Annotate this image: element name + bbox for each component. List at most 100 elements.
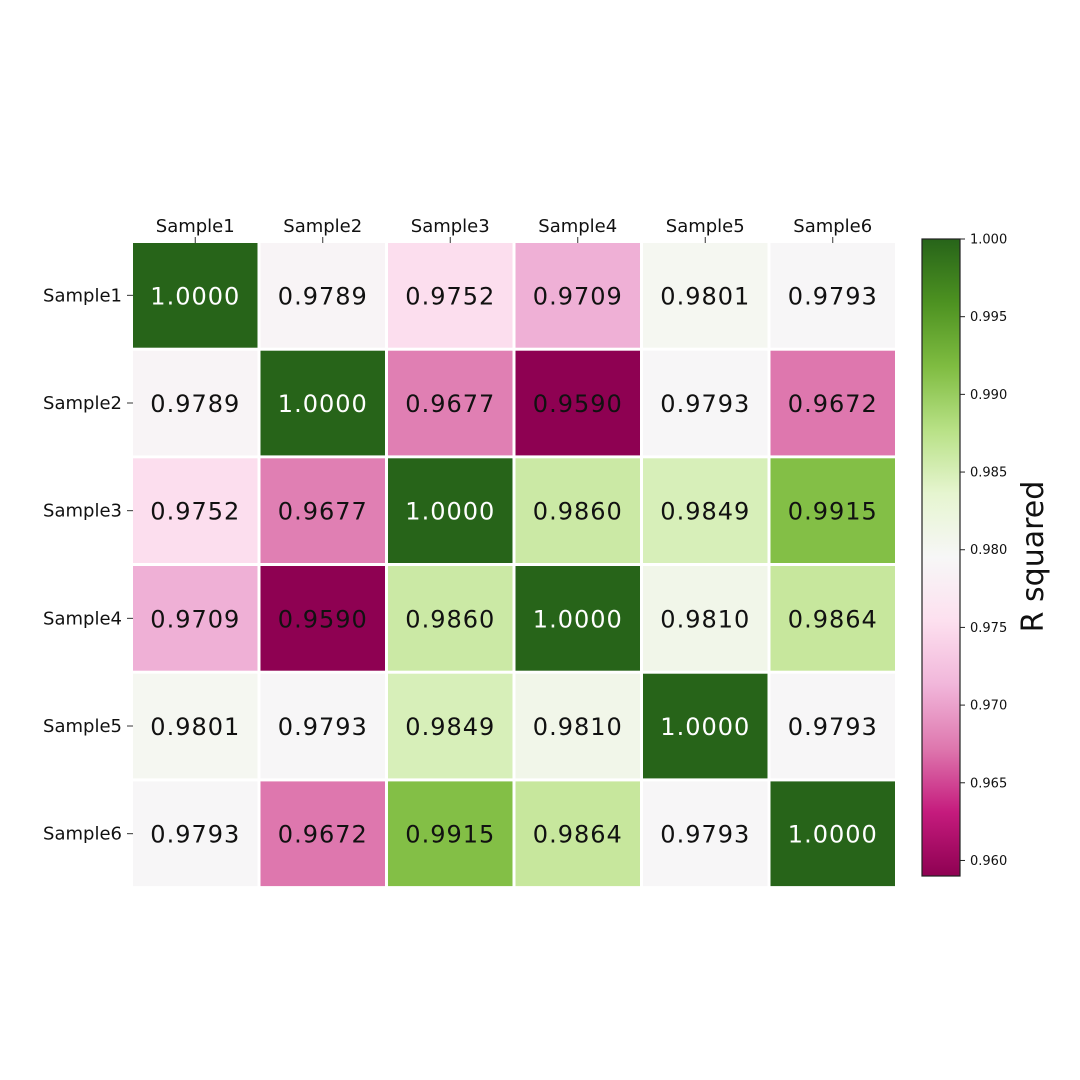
y-tick-label-4: Sample4 xyxy=(43,608,122,629)
colorbar-tick-label-1: 0.960 xyxy=(970,854,1007,869)
colorbar-label: R squared xyxy=(1016,481,1051,633)
cell-value-r4-c5: 0.9810 xyxy=(660,605,750,633)
cell-value-r6-c4: 0.9864 xyxy=(533,821,623,849)
cell-value-r5-c3: 0.9849 xyxy=(405,713,495,741)
cell-value-r3-c6: 0.9915 xyxy=(788,498,878,526)
heatmap-cell-r2-c2 xyxy=(260,350,385,456)
heatmap-cell-r4-c5 xyxy=(643,566,768,671)
heatmap-cell-r2-c3 xyxy=(388,350,513,456)
cell-value-r4-c1: 0.9709 xyxy=(150,605,240,633)
heatmap-cell-r3-c6 xyxy=(770,458,895,563)
colorbar-ticks: 0.960 0.965 0.970 0.975 0.980 0.985 0.990 0.995… xyxy=(960,233,1007,869)
cell-value-r3-c5: 0.9849 xyxy=(660,498,750,526)
x-tick-label-2: Sample2 xyxy=(283,216,362,237)
heatmap-cell-r6-c4 xyxy=(515,781,640,887)
heatmap-cell-r4-c6 xyxy=(770,566,895,671)
heatmap-cell-r3-c4 xyxy=(515,458,640,563)
colorbar: 0.960 0.965 0.970 0.975 0.980 0.985 0.990 0.995… xyxy=(921,233,1051,877)
cell-value-r3-c1: 0.9752 xyxy=(150,498,240,526)
cell-value-r4-c2: 0.9590 xyxy=(278,605,368,633)
cell-value-r6-c6: 1.0000 xyxy=(788,821,878,849)
heatmap-cell-r2-c4 xyxy=(515,350,640,456)
y-axis: Sample1 Sample2 Sample3 Sample4 Sample5 Sampl… xyxy=(43,285,133,845)
colorbar-tick-label-4: 0.975 xyxy=(970,621,1007,636)
y-tick-label-5: Sample5 xyxy=(43,716,122,737)
cell-value-r1-c4: 0.9709 xyxy=(533,282,623,310)
colorbar-tick-label-6: 0.985 xyxy=(970,466,1007,481)
colorbar-tick-label-3: 0.970 xyxy=(970,699,1007,714)
cell-value-r1-c2: 0.9789 xyxy=(278,282,368,310)
cell-value-r2-c5: 0.9793 xyxy=(660,390,750,418)
cell-value-r2-c1: 0.9789 xyxy=(150,390,240,418)
heatmap-cell-r6-c6 xyxy=(770,781,895,887)
cell-value-r2-c4: 0.9590 xyxy=(533,390,623,418)
heatmap-cell-r5-c1 xyxy=(133,673,258,779)
heatmap-cell-r4-c3 xyxy=(388,566,513,671)
heatmap-cell-r6-c3 xyxy=(388,781,513,887)
heatmap-cell-r3-c5 xyxy=(643,458,768,563)
heatmap-cell-r5-c6 xyxy=(770,673,895,779)
cell-value-r4-c4: 1.0000 xyxy=(533,605,623,633)
cell-value-r4-c3: 0.9860 xyxy=(405,605,495,633)
cell-value-r2-c6: 0.9672 xyxy=(788,390,878,418)
cell-value-r6-c3: 0.9915 xyxy=(405,821,495,849)
heatmap-cell-r3-c2 xyxy=(260,458,385,563)
heatmap-cell-r6-c2 xyxy=(260,781,385,887)
heatmap-cell-r1-c3 xyxy=(388,243,513,348)
y-tick-label-3: Sample3 xyxy=(43,501,122,522)
heatmap-cell-r1-c2 xyxy=(260,243,385,348)
cell-value-r2-c3: 0.9677 xyxy=(405,390,495,418)
colorbar-tick-label-8: 0.995 xyxy=(970,310,1007,325)
heatmap-cell-r1-c4 xyxy=(515,243,640,348)
y-tick-label-1: Sample1 xyxy=(43,285,122,306)
x-tick-label-1: Sample1 xyxy=(156,216,235,237)
cell-value-r5-c6: 0.9793 xyxy=(788,713,878,741)
heatmap-cell-r6-c1 xyxy=(133,781,258,887)
colorbar-tick-label-5: 0.980 xyxy=(970,543,1007,558)
heatmap-cell-r1-c1 xyxy=(133,243,258,348)
cell-value-r1-c6: 0.9793 xyxy=(788,282,878,310)
heatmap-cell-r6-c5 xyxy=(643,781,768,887)
heatmap-cell-r1-c5 xyxy=(643,243,768,348)
heatmap-cell-r4-c4 xyxy=(515,566,640,671)
cell-value-r1-c1: 1.0000 xyxy=(150,282,240,310)
heatmap-cell-r5-c2 xyxy=(260,673,385,779)
cell-value-labels: 1.0000 0.9789 0.9752 0.9709 0.9801 0.9793 0.97… xyxy=(150,282,878,849)
cell-value-r6-c1: 0.9793 xyxy=(150,821,240,849)
heatmap-cell-r4-c1 xyxy=(133,566,258,671)
cell-value-r6-c2: 0.9672 xyxy=(278,821,368,849)
heatmap-cell-r2-c1 xyxy=(133,350,258,456)
cell-value-r5-c5: 1.0000 xyxy=(660,713,750,741)
heatmap-cell-r3-c1 xyxy=(133,458,258,563)
colorbar-gradient xyxy=(921,238,961,877)
colorbar-tick-label-2: 0.965 xyxy=(970,776,1007,791)
x-axis: Sample1 Sample2 Sample3 Sample4 Sample5 Sampl… xyxy=(156,216,872,243)
x-tick-label-6: Sample6 xyxy=(793,216,872,237)
cell-value-r5-c4: 0.9810 xyxy=(533,713,623,741)
heatmap-cells xyxy=(133,243,895,887)
heatmap-cell-r2-c5 xyxy=(643,350,768,456)
heatmap-cell-r4-c2 xyxy=(260,566,385,671)
cell-value-r5-c1: 0.9801 xyxy=(150,713,240,741)
heatmap-cell-r5-c5 xyxy=(643,673,768,779)
heatmap-cell-r5-c3 xyxy=(388,673,513,779)
cell-value-r5-c2: 0.9793 xyxy=(278,713,368,741)
cell-value-r1-c3: 0.9752 xyxy=(405,282,495,310)
heatmap-cell-r1-c6 xyxy=(770,243,895,348)
colorbar-tick-label-7: 0.990 xyxy=(970,388,1007,403)
x-tick-label-4: Sample4 xyxy=(538,216,617,237)
cell-value-r2-c2: 1.0000 xyxy=(278,390,368,418)
x-tick-label-3: Sample3 xyxy=(411,216,490,237)
heatmap-cell-r3-c3 xyxy=(388,458,513,563)
colorbar-tick-label-9: 1.000 xyxy=(970,233,1007,248)
cell-value-r3-c4: 0.9860 xyxy=(533,498,623,526)
cell-value-r3-c2: 0.9677 xyxy=(278,498,368,526)
cell-value-r4-c6: 0.9864 xyxy=(788,605,878,633)
y-tick-label-6: Sample6 xyxy=(43,824,122,845)
y-tick-label-2: Sample2 xyxy=(43,393,122,414)
cell-value-r1-c5: 0.9801 xyxy=(660,282,750,310)
heatmap-cell-r2-c6 xyxy=(770,350,895,456)
x-tick-label-5: Sample5 xyxy=(666,216,745,237)
cell-value-r6-c5: 0.9793 xyxy=(660,821,750,849)
cell-value-r3-c3: 1.0000 xyxy=(405,498,495,526)
